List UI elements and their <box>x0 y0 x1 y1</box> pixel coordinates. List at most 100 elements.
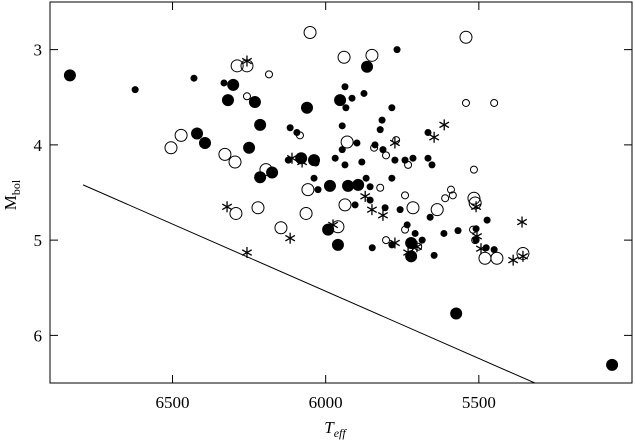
filled-point <box>352 178 365 191</box>
small-open-point <box>441 194 450 203</box>
open-point <box>468 196 482 210</box>
small-filled-point <box>131 86 139 94</box>
small-open-point <box>448 191 457 200</box>
small-filled-point <box>430 251 438 259</box>
small-filled-point <box>391 156 399 164</box>
filled-point <box>300 101 313 114</box>
y-axis-label: Mbol <box>1 179 23 210</box>
y-label-sub: bol <box>9 179 23 195</box>
open-point <box>303 25 317 39</box>
filled-point <box>198 136 211 149</box>
star-stroke <box>389 239 400 247</box>
small-filled-point <box>348 94 356 102</box>
filled-point <box>191 127 204 140</box>
small-filled-point <box>424 154 432 162</box>
star-point <box>297 156 308 168</box>
filled-point <box>221 94 234 107</box>
small-filled-point <box>331 154 339 162</box>
star-point <box>516 216 528 228</box>
small-open-point <box>461 98 470 107</box>
star-point <box>377 209 389 221</box>
small-filled-point <box>388 104 396 112</box>
open-point <box>274 221 288 235</box>
small-filled-point <box>368 244 376 252</box>
star-point <box>429 131 440 143</box>
small-filled-point <box>358 158 366 166</box>
open-point <box>365 48 379 62</box>
small-open-point <box>382 151 391 160</box>
small-filled-point <box>418 236 426 244</box>
star-stroke <box>471 233 483 240</box>
open-point <box>430 203 444 217</box>
star-point <box>285 232 296 244</box>
star-stroke <box>517 253 529 260</box>
filled-point <box>248 96 261 109</box>
filled-point <box>450 307 463 320</box>
star-stroke <box>297 158 308 166</box>
small-filled-point <box>393 46 401 54</box>
small-filled-point <box>362 174 370 182</box>
filled-point <box>243 141 256 154</box>
small-open-point <box>401 225 410 234</box>
open-point <box>164 141 178 155</box>
x-axis-label: Teff <box>324 418 347 440</box>
small-open-point <box>446 185 455 194</box>
small-filled-point <box>411 229 419 237</box>
filled-point <box>361 60 374 73</box>
small-filled-point <box>454 227 462 235</box>
y-label-main: M <box>1 195 20 210</box>
filled-point <box>405 236 418 249</box>
small-filled-point <box>353 139 361 147</box>
small-filled-point <box>286 124 294 132</box>
open-point <box>467 191 481 205</box>
star-point <box>327 219 339 231</box>
open-point <box>406 201 420 215</box>
filled-point <box>606 358 619 371</box>
small-filled-point <box>314 186 322 194</box>
star-stroke <box>429 133 440 141</box>
small-open-point <box>490 98 499 107</box>
y-tick-label: 3 <box>34 41 43 60</box>
star-point <box>508 254 519 266</box>
open-point <box>301 183 315 197</box>
small-filled-point <box>220 79 228 87</box>
filled-point <box>227 78 240 91</box>
star-point <box>366 204 378 216</box>
x-tick-label: 6000 <box>309 393 343 412</box>
open-point <box>229 206 243 220</box>
small-open-point <box>242 92 251 101</box>
star-point <box>221 201 233 213</box>
small-open-point <box>382 236 391 245</box>
small-open-point <box>295 131 304 140</box>
filled-point <box>63 69 76 82</box>
small-open-point <box>414 242 423 251</box>
open-point <box>337 50 351 64</box>
small-filled-point <box>428 161 436 169</box>
open-point <box>459 30 473 44</box>
star-stroke <box>377 212 389 219</box>
star-point <box>389 237 400 249</box>
x-label-main: T <box>324 418 335 437</box>
small-open-point <box>370 143 379 152</box>
x-label-sub: eff <box>334 426 348 440</box>
filled-point <box>254 171 267 184</box>
small-filled-point <box>190 74 198 82</box>
open-point <box>218 147 232 161</box>
small-filled-point <box>338 146 346 154</box>
star-point <box>360 190 371 202</box>
x-tick-label: 5500 <box>462 393 496 412</box>
open-point <box>230 59 244 73</box>
open-point <box>331 220 345 234</box>
y-tick-label: 6 <box>34 326 43 345</box>
star-point <box>241 247 253 259</box>
open-point <box>251 201 265 215</box>
small-filled-point <box>342 104 350 112</box>
open-point <box>259 163 273 177</box>
small-filled-point <box>381 204 389 212</box>
small-filled-point <box>310 174 318 182</box>
small-open-point <box>401 191 410 200</box>
star-stroke <box>241 249 253 256</box>
plot-frame <box>49 1 633 384</box>
small-filled-point <box>440 229 448 237</box>
